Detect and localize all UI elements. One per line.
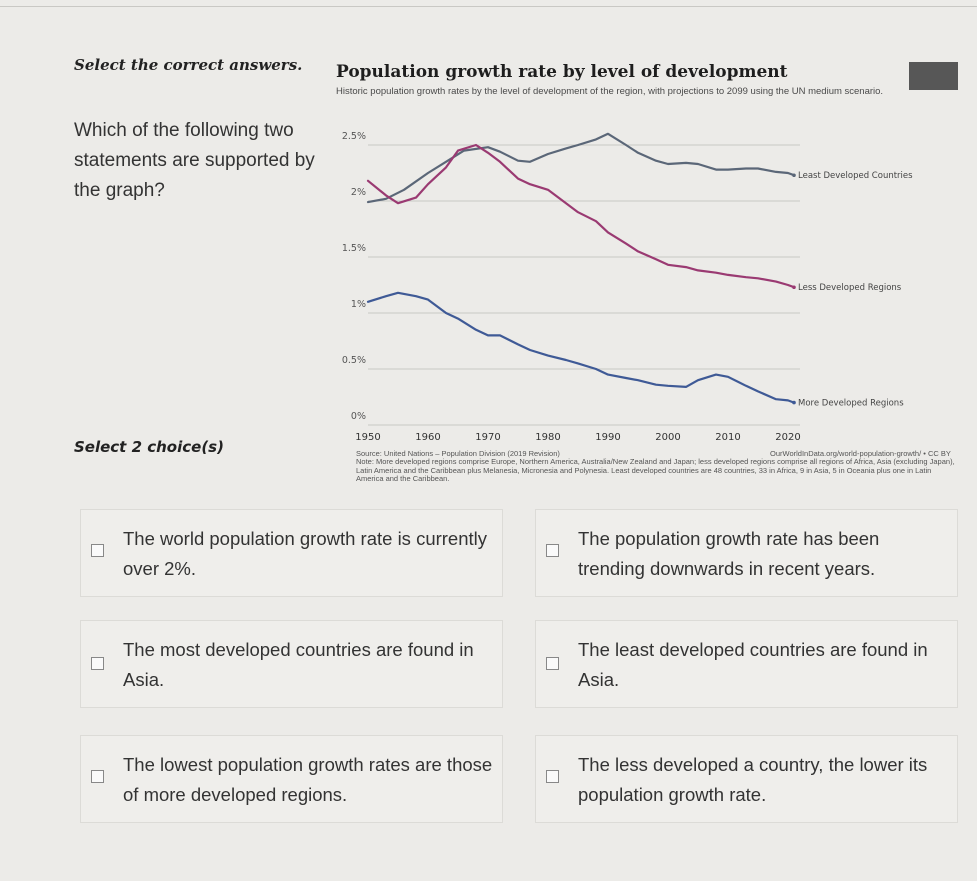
x-tick-label: 1950 [355,432,380,443]
series-end-point-3 [792,400,796,405]
choice-6[interactable]: The less developed a country, the lower … [535,735,958,823]
series-end-point-2 [792,285,796,290]
select-count-label: Select 2 choice(s) [74,438,224,456]
chart-link: OurWorldInData.org/world-population-grow… [770,449,951,458]
y-tick-label: 1.5% [342,243,366,254]
y-tick-label: 1% [351,299,366,310]
top-divider [0,6,977,7]
x-tick-label: 2020 [775,432,800,443]
series-label-1: Least Developed Countries [798,171,913,181]
x-tick-label: 2000 [655,432,680,443]
chart-subtitle: Historic population growth rates by the … [336,86,884,97]
y-tick-label: 2% [351,187,366,198]
y-tick-label: 0.5% [342,355,366,366]
choice-text: The least developed countries are found … [578,639,928,690]
series-line-2 [366,143,796,289]
y-tick-label: 0% [351,411,366,422]
question-text: Which of the following two statements ar… [74,120,315,201]
chart-source: Source: United Nations – Population Divi… [356,449,560,458]
x-tick-label: 1990 [595,432,620,443]
choice-text: The population growth rate has been tren… [578,528,880,579]
checkbox-icon[interactable] [91,657,104,670]
x-tick-label: 1970 [475,432,500,443]
y-tick-label: 2.5% [342,131,366,142]
x-tick-label: 1980 [535,432,560,443]
checkbox-icon[interactable] [546,544,559,557]
series-line-3 [366,291,796,404]
checkbox-icon[interactable] [546,770,559,783]
choice-4[interactable]: The least developed countries are found … [535,620,958,708]
chart-title: Population growth rate by level of devel… [336,62,788,82]
checkbox-icon[interactable] [546,657,559,670]
choice-text: The most developed countries are found i… [123,639,474,690]
choice-3[interactable]: The most developed countries are found i… [80,620,503,708]
choice-5[interactable]: The lowest population growth rates are t… [80,735,503,823]
checkbox-icon[interactable] [91,770,104,783]
series-end-point-1 [792,173,796,178]
x-tick-label: 2010 [715,432,740,443]
series-line-1 [366,132,796,204]
series-label-3: More Developed Regions [798,399,904,409]
x-tick-label: 1960 [415,432,440,443]
checkbox-icon[interactable] [91,544,104,557]
owid-logo [909,62,958,90]
chart-note: Note: More developed regions comprise Eu… [356,457,955,483]
prompt-title: Select the correct answers. [74,56,303,74]
choice-text: The world population growth rate is curr… [123,528,488,579]
choice-text: The less developed a country, the lower … [578,754,928,805]
choice-2[interactable]: The population growth rate has been tren… [535,509,958,597]
series-label-2: Less Developed Regions [798,283,902,293]
choice-1[interactable]: The world population growth rate is curr… [80,509,503,597]
choice-text: The lowest population growth rates are t… [123,754,493,805]
